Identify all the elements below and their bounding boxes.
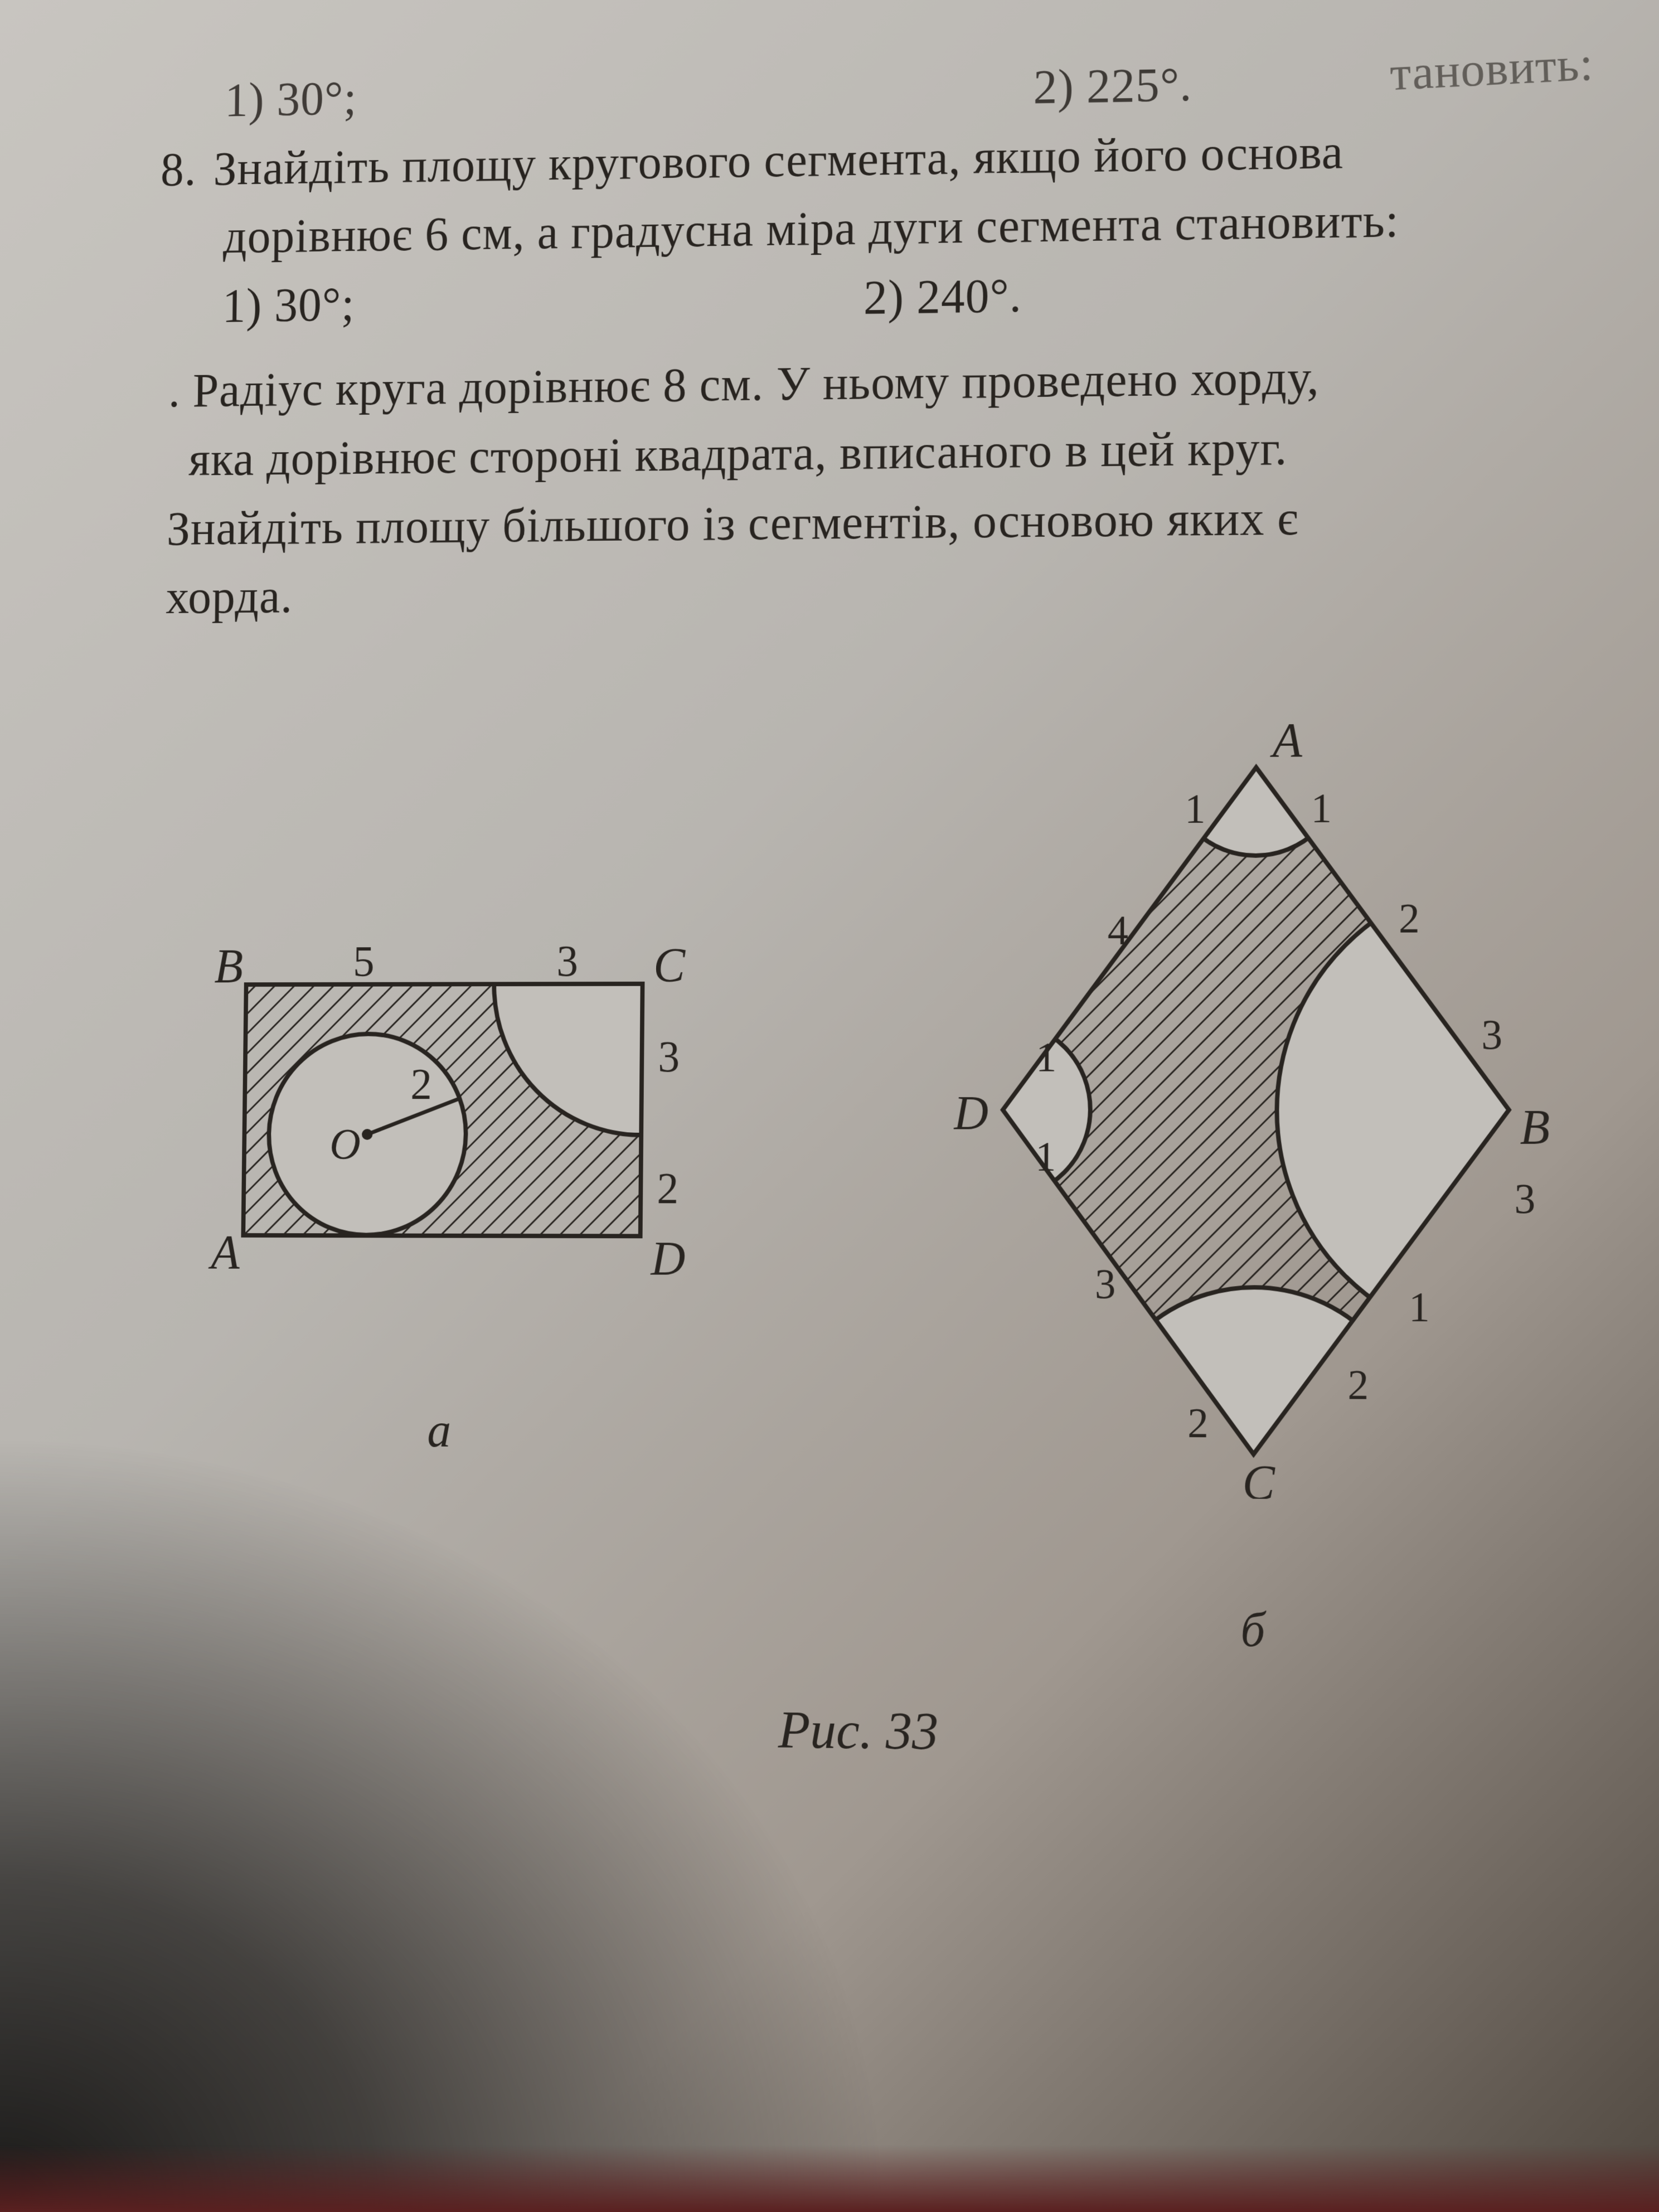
figA-sublabel: а (177, 1401, 704, 1459)
figB-A-right: 1 (1311, 785, 1332, 832)
top-left-frag: 1) 30°; (225, 64, 358, 135)
figB-BC-1: 1 (1409, 1284, 1430, 1331)
p8-opt2: 2) 240°. (864, 261, 1022, 333)
figA-dim-r2: 2 (410, 1060, 432, 1108)
top-mid-frag: 2) 225°. (1033, 50, 1192, 122)
figA-dim-3r: 3 (658, 1032, 680, 1081)
figB-AB-2: 2 (1399, 895, 1420, 942)
p8-opt1: 1) 30°; (222, 263, 864, 340)
figB-label-B: B (1520, 1099, 1550, 1154)
p8-num: 8. (160, 135, 214, 204)
page: 1) 30°; 2) 225°. тановить: 8.Знайдіть пл… (28, 9, 1659, 2212)
figure-caption: Рис. 33 (141, 1692, 1592, 1768)
p8-l1: Знайдіть площу кругового сегмента, якщо … (213, 125, 1343, 195)
figA-dim-5: 5 (353, 937, 375, 986)
figB-BC-2: 2 (1347, 1361, 1369, 1409)
figA-dim-2r: 2 (657, 1164, 678, 1212)
p9-l1-text: Радіус круга дорівнює 8 см. У ньому пров… (192, 352, 1320, 418)
figA-dim-3top: 3 (556, 937, 578, 985)
figB-D-bot: 1 (1035, 1133, 1056, 1180)
figA-label-D: D (650, 1231, 685, 1286)
problem-9: . Радіус круга дорівнює 8 см. У ньому пр… (155, 340, 1593, 632)
figA-label-C: C (653, 938, 686, 991)
top-corner-frag: тановить: (1389, 29, 1594, 109)
p9-l3: Знайдіть площу більшого із сегментів, ос… (156, 481, 1593, 564)
figB-A-left: 1 (1185, 785, 1206, 832)
figB-sublabel: б (950, 1599, 1558, 1661)
figB-DA-4: 4 (1108, 907, 1129, 954)
figB-AB-3: 3 (1481, 1011, 1502, 1058)
figA-label-B: B (214, 939, 243, 992)
figB-label-C: C (1243, 1455, 1276, 1501)
p9-l4: хорда. (155, 551, 1593, 633)
page-bottom-edge (0, 2145, 1659, 2212)
figB-label-D: D (953, 1086, 989, 1140)
figure-a: A B C D O 5 3 3 2 2 а (177, 918, 708, 1459)
figB-B-bot: 3 (1514, 1175, 1535, 1222)
figure-b-svg: A B C D 1 1 2 3 3 3 1 2 2 2 (952, 721, 1560, 1501)
figB-label-A: A (1270, 721, 1303, 767)
figA-label-A: A (208, 1225, 241, 1279)
figure-a-svg: A B C D O 5 3 3 2 2 (178, 918, 707, 1302)
problem-8: 8.Знайдіть площу кругового сегмента, якщ… (158, 114, 1593, 342)
figure-b: A B C D 1 1 2 3 3 3 1 2 2 2 (950, 721, 1559, 1661)
figB-C-left: 2 (1187, 1400, 1209, 1447)
figB-D-top: 1 (1036, 1034, 1057, 1081)
figB-CD-3: 3 (1095, 1260, 1116, 1307)
figures-row: A B C D O 5 3 3 2 2 а (142, 721, 1593, 1661)
figA-label-O: O (329, 1120, 361, 1168)
